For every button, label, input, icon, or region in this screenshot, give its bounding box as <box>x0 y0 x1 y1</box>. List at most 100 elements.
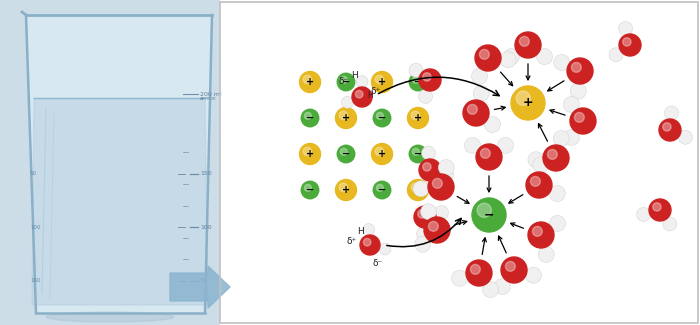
Circle shape <box>482 281 498 297</box>
Bar <box>220 0 700 325</box>
Circle shape <box>335 179 356 201</box>
Circle shape <box>480 49 489 59</box>
Circle shape <box>619 34 641 56</box>
Circle shape <box>550 186 566 202</box>
Circle shape <box>438 160 454 176</box>
Text: +: + <box>306 149 314 159</box>
Circle shape <box>342 96 354 108</box>
Circle shape <box>424 217 450 243</box>
Text: −: − <box>484 209 494 222</box>
Text: −: − <box>306 185 314 195</box>
Circle shape <box>500 52 516 68</box>
Text: −: − <box>306 113 314 123</box>
Circle shape <box>505 261 515 271</box>
Circle shape <box>372 144 393 164</box>
Circle shape <box>663 217 677 231</box>
Circle shape <box>412 76 419 83</box>
Text: +: + <box>342 113 350 123</box>
Circle shape <box>664 106 678 120</box>
Text: 50: 50 <box>30 171 37 176</box>
Circle shape <box>468 104 477 114</box>
Circle shape <box>498 137 514 153</box>
FancyArrow shape <box>170 266 230 308</box>
Circle shape <box>301 181 318 199</box>
Circle shape <box>473 85 489 101</box>
Circle shape <box>337 145 355 163</box>
Polygon shape <box>26 15 212 313</box>
Text: +: + <box>378 77 386 87</box>
Circle shape <box>363 224 375 236</box>
Circle shape <box>480 149 490 158</box>
Circle shape <box>373 109 391 127</box>
Circle shape <box>304 184 312 191</box>
Circle shape <box>340 111 348 120</box>
Circle shape <box>547 150 557 159</box>
Circle shape <box>419 159 441 181</box>
Circle shape <box>377 112 384 119</box>
Circle shape <box>501 257 527 283</box>
Circle shape <box>301 109 318 127</box>
Circle shape <box>440 167 454 181</box>
Circle shape <box>619 21 633 35</box>
Circle shape <box>519 36 529 46</box>
Circle shape <box>352 87 372 107</box>
Circle shape <box>300 72 321 93</box>
Circle shape <box>575 112 584 122</box>
Circle shape <box>623 38 631 46</box>
Circle shape <box>303 75 312 84</box>
Circle shape <box>550 215 566 231</box>
Text: −: − <box>342 149 350 159</box>
Circle shape <box>419 89 433 103</box>
Text: H: H <box>356 227 363 236</box>
Circle shape <box>303 147 312 156</box>
Circle shape <box>356 90 363 98</box>
Circle shape <box>433 178 442 188</box>
Circle shape <box>435 206 449 220</box>
Circle shape <box>421 204 437 220</box>
Circle shape <box>533 157 549 173</box>
Ellipse shape <box>46 312 174 322</box>
Circle shape <box>411 111 419 120</box>
Circle shape <box>570 108 596 134</box>
Circle shape <box>531 176 540 186</box>
Circle shape <box>413 181 429 197</box>
Text: +: + <box>414 113 422 123</box>
Circle shape <box>678 130 692 144</box>
Circle shape <box>360 235 380 255</box>
Circle shape <box>659 119 681 141</box>
Circle shape <box>570 83 586 99</box>
Circle shape <box>526 267 542 283</box>
Circle shape <box>428 221 438 231</box>
Text: 160: 160 <box>30 278 41 283</box>
Circle shape <box>472 198 506 232</box>
Text: −: − <box>378 185 386 195</box>
Circle shape <box>571 62 581 72</box>
Circle shape <box>652 203 661 211</box>
Circle shape <box>564 97 580 112</box>
Text: +: + <box>523 97 533 110</box>
Circle shape <box>543 145 569 171</box>
Circle shape <box>414 206 436 228</box>
Circle shape <box>465 137 480 153</box>
Circle shape <box>484 117 500 133</box>
Text: +: + <box>342 185 350 195</box>
Circle shape <box>419 69 441 91</box>
Circle shape <box>372 72 393 93</box>
Circle shape <box>538 246 554 263</box>
Circle shape <box>636 207 650 221</box>
Circle shape <box>511 86 545 120</box>
Circle shape <box>410 73 427 91</box>
Circle shape <box>421 146 435 160</box>
Circle shape <box>407 108 428 128</box>
Text: H: H <box>367 90 373 99</box>
Text: 150: 150 <box>200 171 211 176</box>
Circle shape <box>412 148 419 155</box>
Text: APPROX: APPROX <box>200 98 216 101</box>
Text: 50: 50 <box>200 278 208 283</box>
Circle shape <box>554 55 570 71</box>
Circle shape <box>428 174 454 200</box>
Text: δ⁺: δ⁺ <box>371 86 381 96</box>
Circle shape <box>363 239 371 246</box>
Circle shape <box>379 243 391 255</box>
Circle shape <box>411 183 419 191</box>
